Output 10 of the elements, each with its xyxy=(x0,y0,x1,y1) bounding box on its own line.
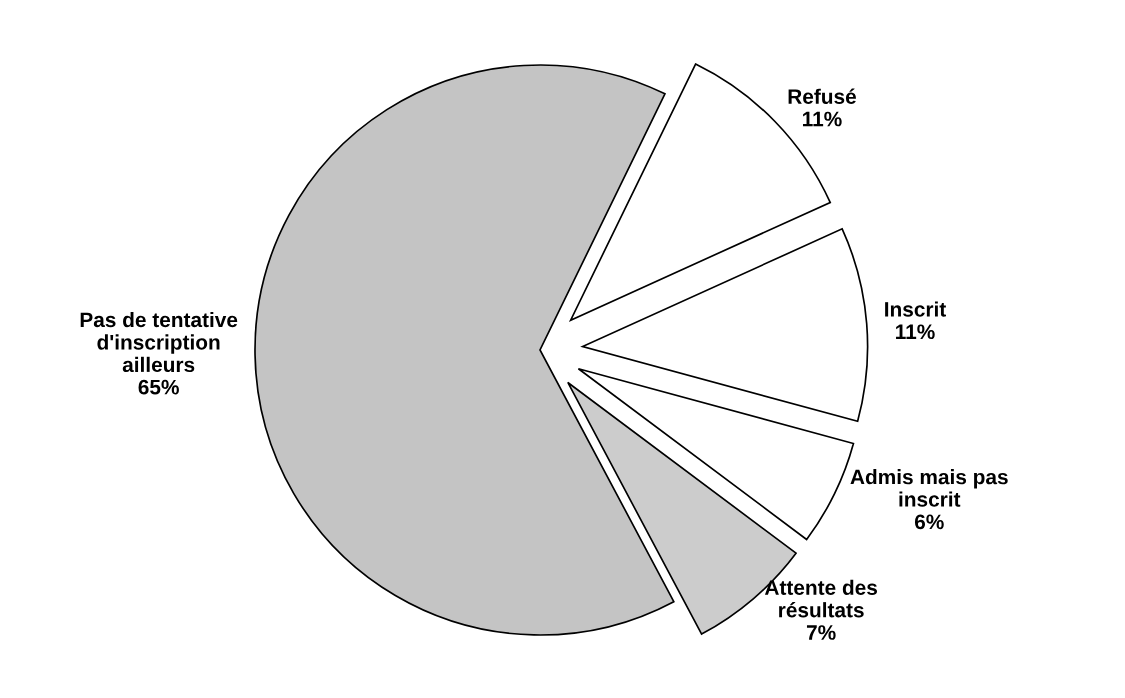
data-label: 7% xyxy=(806,625,836,640)
slice-label: Inscrit xyxy=(885,301,946,317)
slice-label: Pas de tentative d'inscription ailleurs xyxy=(80,311,238,373)
data-label: 11% xyxy=(896,324,935,340)
data-label: 65% xyxy=(138,379,179,395)
data-label: 6% xyxy=(914,514,944,530)
data-label: 11% xyxy=(802,111,842,127)
slice-label: Attente des résultats xyxy=(764,579,878,618)
slice-label: Admis mais pas inscrit xyxy=(850,469,1008,507)
slice-label: Refusé xyxy=(788,88,856,104)
